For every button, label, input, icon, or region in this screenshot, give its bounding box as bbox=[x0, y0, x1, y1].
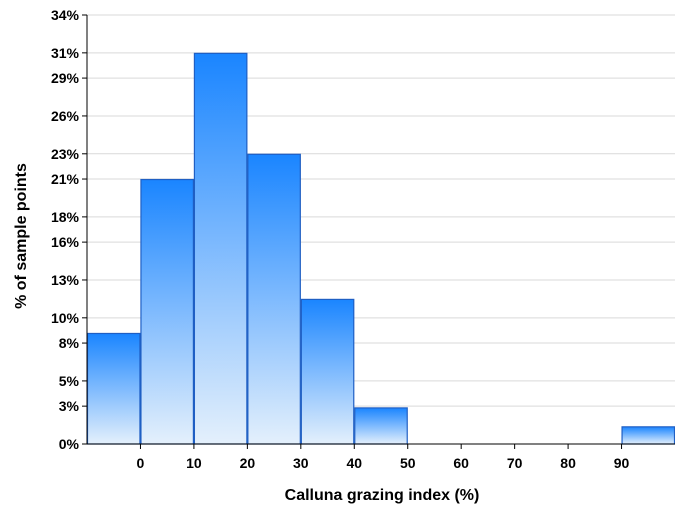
y-tick-label: 31% bbox=[51, 45, 80, 61]
x-tick-label: 0 bbox=[137, 455, 145, 471]
x-tick-label: 80 bbox=[560, 455, 576, 471]
y-tick-label: 21% bbox=[51, 171, 80, 187]
y-tick-label: 5% bbox=[59, 373, 80, 389]
axes bbox=[82, 14, 675, 449]
histogram-bar bbox=[300, 298, 355, 445]
y-tick-label: 10% bbox=[51, 310, 80, 326]
x-tick-label: 30 bbox=[293, 455, 309, 471]
y-tick-label: 13% bbox=[51, 272, 80, 288]
y-tick-label: 8% bbox=[59, 335, 80, 351]
x-tick-label: 60 bbox=[453, 455, 469, 471]
y-axis-title: % of sample points bbox=[13, 163, 30, 309]
histogram-bar bbox=[86, 332, 141, 445]
y-tick-labels: 0% 3% 5% 8% 10% 13% 16% 18% 21% 23% 26% 29% 31% 34% bbox=[51, 7, 80, 452]
y-tick-label: 26% bbox=[51, 108, 80, 124]
histogram-bar bbox=[193, 52, 248, 445]
y-tick-label: 34% bbox=[51, 7, 80, 23]
y-tick-label: 16% bbox=[51, 234, 80, 250]
x-tick-label: 20 bbox=[240, 455, 256, 471]
histogram-bar bbox=[354, 407, 408, 445]
x-tick-label: 70 bbox=[507, 455, 523, 471]
histogram-bar bbox=[140, 178, 195, 445]
x-axis-title: Calluna grazing index (%) bbox=[285, 487, 480, 504]
y-tick-label: 3% bbox=[59, 398, 80, 414]
x-tick-label: 90 bbox=[614, 455, 630, 471]
bars bbox=[86, 52, 675, 445]
y-tick-label: 29% bbox=[51, 70, 80, 86]
y-tick-label: 18% bbox=[51, 209, 80, 225]
x-tick-label: 10 bbox=[186, 455, 202, 471]
x-tick-labels: 0 10 20 30 40 50 60 70 80 90 bbox=[137, 455, 630, 471]
histogram-bar bbox=[247, 153, 301, 445]
y-tick-label: 0% bbox=[59, 436, 80, 452]
x-tick-label: 40 bbox=[346, 455, 362, 471]
y-tick-label: 23% bbox=[51, 146, 80, 162]
histogram-bar bbox=[621, 426, 675, 445]
x-tick-label: 50 bbox=[400, 455, 416, 471]
